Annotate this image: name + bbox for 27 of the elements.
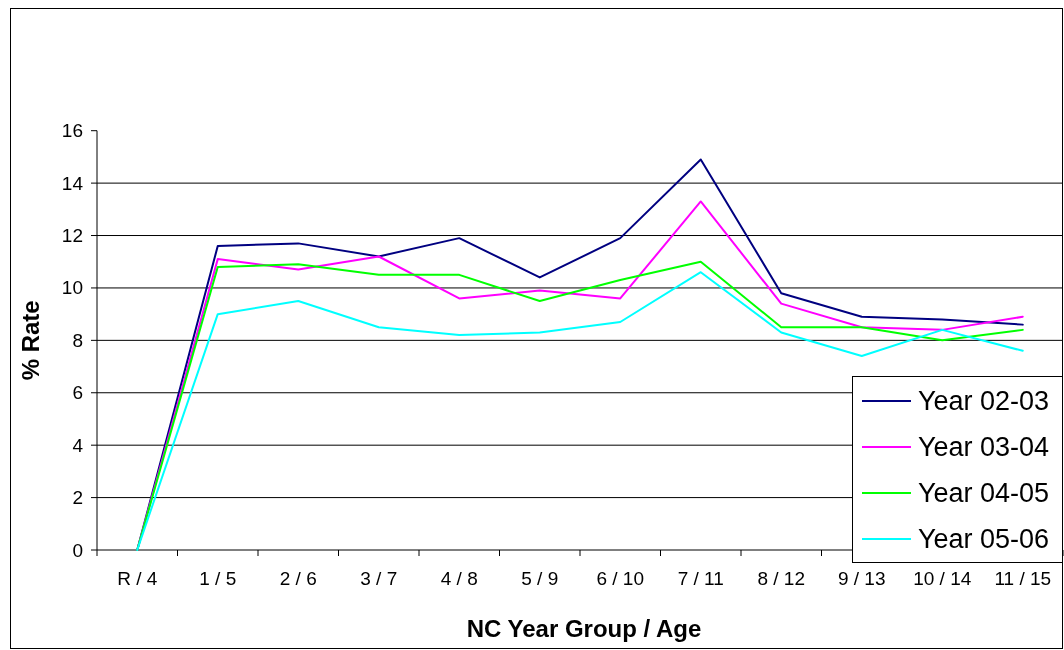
x-tick-label: R / 4: [117, 567, 158, 589]
x-tick-label: 2 / 6: [279, 567, 317, 589]
x-tick-label: 3 / 7: [360, 567, 398, 589]
x-axis-title: NC Year Group / Age: [466, 614, 702, 642]
x-tick-label: 7 / 11: [677, 567, 724, 589]
y-tick-label: 14: [61, 172, 84, 194]
x-tick-label: 1 / 5: [199, 567, 237, 589]
y-axis-title: % Rate: [16, 300, 44, 381]
y-tick-label: 6: [72, 382, 83, 404]
legend-label: Year 03-04: [918, 432, 1050, 462]
x-tick-label: 4 / 8: [440, 567, 478, 589]
y-tick-label: 12: [61, 225, 83, 247]
y-tick-label: 2: [72, 487, 83, 509]
x-tick-label: 8 / 12: [757, 567, 806, 589]
x-tick-label: 6 / 10: [596, 567, 645, 589]
legend-label: Year 05-06: [918, 524, 1050, 554]
x-tick-label: 9 / 13: [837, 567, 886, 589]
y-tick-label: 0: [72, 539, 83, 561]
legend-label: Year 04-05: [918, 478, 1050, 508]
y-tick-label: 8: [72, 329, 83, 351]
x-tick-label: 10 / 14: [913, 567, 972, 589]
y-tick-label: 10: [61, 277, 83, 299]
y-tick-label: 16: [61, 120, 83, 142]
x-tick-label: 5 / 9: [521, 567, 559, 589]
x-tick-label: 11 / 15: [994, 567, 1052, 589]
legend-label: Year 02-03: [918, 386, 1050, 416]
y-tick-label: 4: [72, 434, 84, 456]
